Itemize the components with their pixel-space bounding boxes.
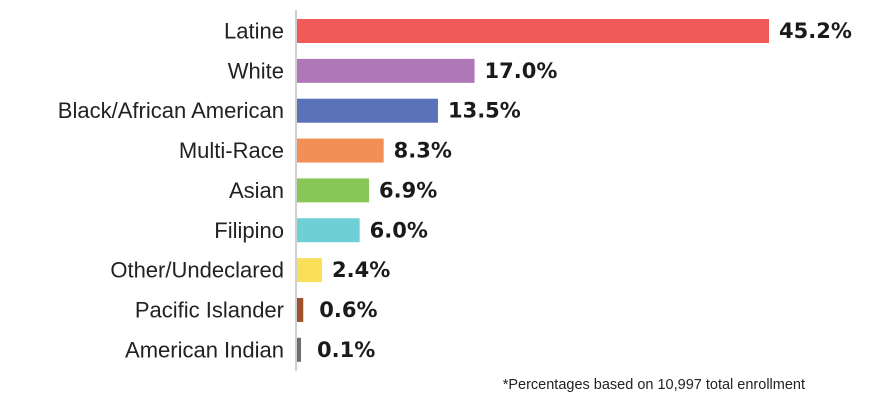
category-label-0: Latine <box>224 19 284 44</box>
category-label-5: Filipino <box>214 218 284 243</box>
bar-1 <box>297 58 475 83</box>
category-label-3: Multi-Race <box>179 138 284 163</box>
value-labels: 45.2% 17.0% 13.5% 8.3% 6.9% 6.0% 2.4% 0.6% 0.1% <box>317 19 852 362</box>
footnote: *Percentages based on 10,997 total enrol… <box>503 377 805 393</box>
value-label-6: 2.4% <box>332 258 390 282</box>
bar-4 <box>297 178 370 203</box>
category-label-1: White <box>228 58 284 83</box>
bar-5 <box>297 218 360 243</box>
category-label-8: American Indian <box>125 337 284 362</box>
category-labels: Latine White Black/African American Multi-R… <box>58 19 284 363</box>
value-label-8: 0.1% <box>317 338 375 362</box>
value-label-1: 17.0% <box>485 59 558 83</box>
bars-group <box>297 19 769 362</box>
bar-8 <box>297 337 301 362</box>
category-label-6: Other/Undeclared <box>110 258 284 283</box>
bar-0 <box>297 19 769 43</box>
bar-2 <box>297 98 438 123</box>
category-label-4: Asian <box>229 178 284 203</box>
value-label-3: 8.3% <box>394 139 452 163</box>
bar-3 <box>297 138 384 163</box>
value-label-4: 6.9% <box>379 178 437 202</box>
category-label-7: Pacific Islander <box>135 297 284 322</box>
value-label-7: 0.6% <box>319 298 377 322</box>
value-label-0: 45.2% <box>779 19 852 43</box>
value-label-2: 13.5% <box>448 99 521 123</box>
bar-6 <box>297 258 323 283</box>
value-label-5: 6.0% <box>370 218 428 242</box>
bar-7 <box>297 297 304 322</box>
category-label-2: Black/African American <box>58 98 284 123</box>
